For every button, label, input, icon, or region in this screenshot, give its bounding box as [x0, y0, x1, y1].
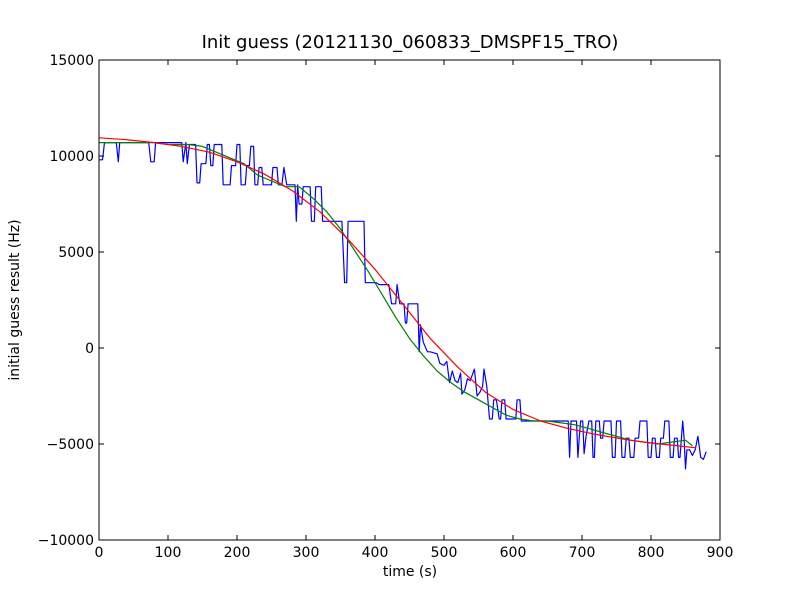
x-tick-label: 0 [95, 545, 104, 561]
x-tick-label: 900 [707, 545, 734, 561]
x-tick-label: 500 [431, 545, 458, 561]
y-axis-ticks: −10000 −5000 0 5000 10000 15000 [38, 53, 720, 549]
x-tick-label: 700 [569, 545, 596, 561]
y-tick-label: −5000 [47, 437, 94, 453]
series-line-3 [99, 137, 696, 449]
x-tick-label: 200 [224, 545, 251, 561]
x-tick-label: 300 [293, 545, 320, 561]
x-axis-label: time (s) [383, 564, 437, 580]
series-layer [99, 137, 707, 470]
y-axis-label: initial guess result (Hz) [7, 219, 23, 380]
x-tick-label: 600 [500, 545, 527, 561]
x-tick-label: 400 [362, 545, 389, 561]
y-tick-label: 5000 [58, 245, 94, 261]
series-line-2 [99, 142, 693, 447]
y-tick-label: −10000 [38, 533, 94, 549]
y-tick-label: 10000 [49, 149, 94, 165]
x-tick-label: 100 [155, 545, 182, 561]
plot-frame [98, 59, 721, 541]
plot-area [99, 60, 720, 540]
chart-title: Init guess (20121130_060833_DMSPF15_TRO) [202, 32, 619, 53]
x-tick-label: 800 [638, 545, 665, 561]
x-axis-ticks: 0 100 200 300 400 500 600 700 800 900 [95, 60, 734, 561]
y-tick-label: 0 [85, 341, 94, 357]
series-line-1 [99, 142, 707, 470]
y-tick-label: 15000 [49, 53, 94, 69]
